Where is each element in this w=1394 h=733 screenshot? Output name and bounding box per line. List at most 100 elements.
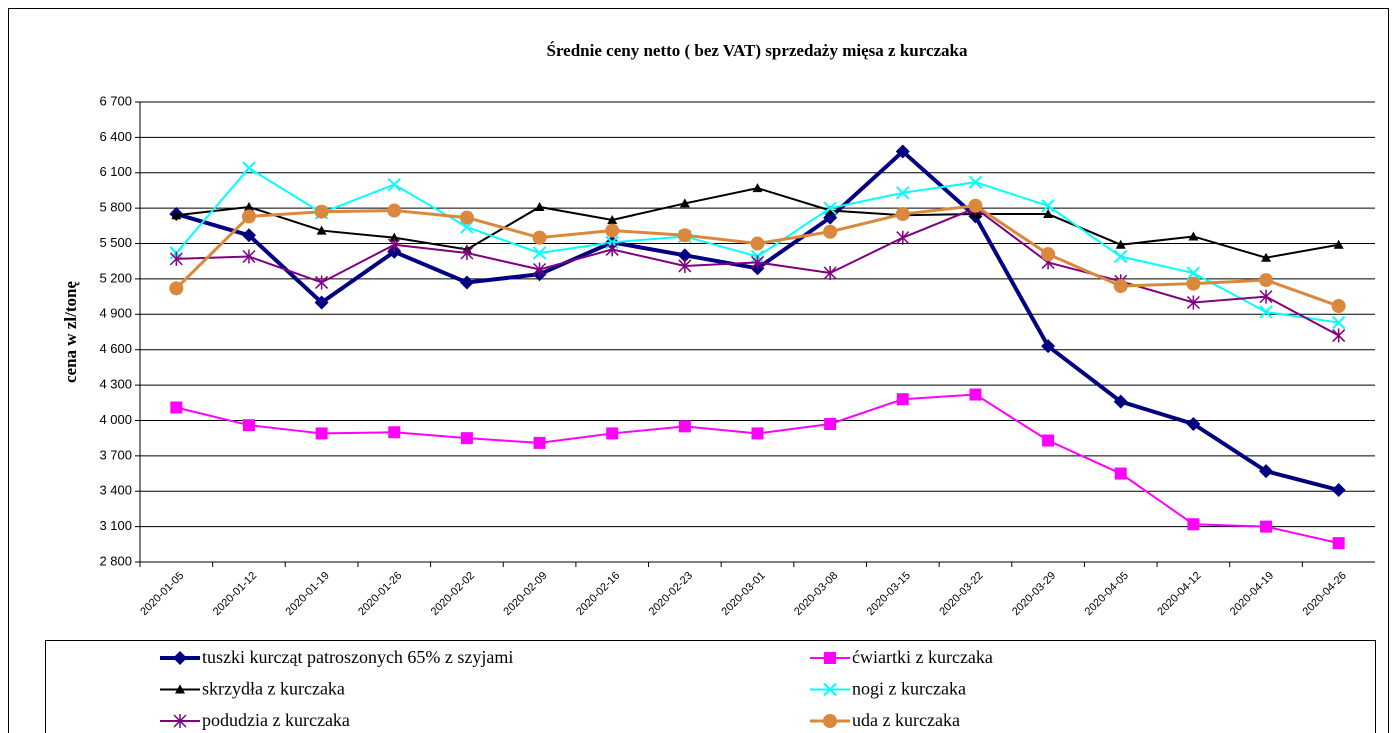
data-point (1114, 467, 1127, 480)
data-point (170, 401, 183, 414)
data-point (1113, 394, 1128, 409)
data-point (389, 232, 400, 242)
data-point (460, 432, 473, 445)
legend-marker (824, 652, 836, 664)
data-point (1187, 518, 1200, 531)
data-point (1261, 252, 1272, 262)
data-point (1260, 520, 1273, 533)
data-point (678, 420, 691, 433)
y-tick-label: 2 800 (99, 553, 132, 568)
data-point (677, 228, 692, 243)
data-point (678, 258, 692, 273)
data-point (1331, 483, 1346, 498)
data-point (1332, 328, 1346, 343)
data-point (314, 295, 329, 310)
data-point (241, 209, 256, 224)
data-point (752, 183, 763, 193)
y-tick-label: 6 700 (99, 93, 132, 108)
y-axis-label: cena w zl/tonę (61, 281, 80, 383)
legend-marker (173, 651, 187, 665)
data-point (1041, 339, 1056, 354)
y-tick-label: 3 100 (99, 518, 132, 533)
data-point (315, 427, 328, 440)
data-point (1113, 279, 1128, 293)
y-tick-label: 3 700 (99, 447, 132, 462)
data-point (387, 177, 401, 192)
data-point (1186, 295, 1200, 310)
data-point (242, 419, 255, 432)
data-point (241, 228, 256, 243)
legend-marker (823, 714, 837, 728)
data-point (1259, 273, 1274, 288)
data-point (169, 281, 184, 296)
data-point (1259, 464, 1274, 479)
data-point (896, 230, 910, 245)
y-tick-label: 3 400 (99, 483, 132, 498)
legend-label: tuszki kurcząt patroszonych 65% z szyjam… (202, 647, 513, 667)
data-point (969, 388, 982, 401)
data-point (387, 237, 401, 252)
data-point (534, 201, 545, 211)
data-point (1115, 239, 1126, 249)
y-tick-label: 5 500 (99, 235, 132, 250)
legend-label: nogi z kurczaka (852, 679, 966, 699)
data-point (314, 204, 329, 219)
y-tick-label: 5 800 (99, 200, 132, 215)
data-point (1186, 417, 1201, 431)
data-point (1259, 305, 1273, 319)
data-point (751, 427, 764, 440)
legend-marker (823, 682, 837, 697)
data-point (316, 225, 327, 235)
data-point (533, 436, 546, 449)
data-point (1333, 239, 1344, 249)
data-point (824, 418, 837, 430)
legend-label: ćwiartki z kurczaka (852, 647, 993, 667)
data-point (387, 203, 402, 218)
data-point (1332, 537, 1345, 550)
data-point (896, 186, 910, 200)
data-point (1186, 276, 1201, 291)
data-point (1042, 434, 1055, 447)
legend-marker (175, 684, 185, 694)
data-point (750, 255, 765, 270)
data-point (243, 201, 254, 211)
data-point (532, 230, 547, 245)
legend-marker (173, 714, 187, 728)
data-point (605, 223, 620, 238)
data-point (460, 245, 474, 260)
data-point (1186, 266, 1201, 280)
data-point (459, 210, 474, 225)
data-point (823, 201, 837, 215)
data-point (607, 214, 618, 224)
y-tick-label: 4 000 (99, 412, 132, 427)
data-point (895, 207, 910, 222)
data-point (242, 249, 256, 264)
data-point (606, 427, 619, 440)
data-point (388, 426, 401, 439)
data-point (242, 161, 256, 175)
data-point (968, 198, 983, 213)
data-point (895, 144, 910, 159)
data-point (1259, 289, 1273, 304)
data-point (315, 275, 329, 290)
data-point (823, 266, 837, 281)
data-point (533, 262, 547, 277)
data-point (968, 175, 983, 189)
data-point (825, 205, 836, 215)
data-point (169, 251, 183, 266)
data-point (171, 210, 182, 220)
y-tick-label: 6 400 (99, 129, 132, 144)
legend-label: skrzydła z kurczaka (202, 679, 345, 699)
data-point (679, 198, 690, 208)
data-point (1331, 315, 1346, 330)
legend-label: uda z kurczaka (852, 710, 960, 730)
data-point (532, 246, 547, 260)
data-point (1041, 247, 1056, 262)
data-point (823, 224, 838, 239)
data-point (1041, 199, 1055, 213)
y-tick-label: 4 300 (99, 377, 132, 392)
data-point (605, 242, 619, 257)
data-point (750, 236, 765, 251)
data-point (459, 275, 474, 290)
